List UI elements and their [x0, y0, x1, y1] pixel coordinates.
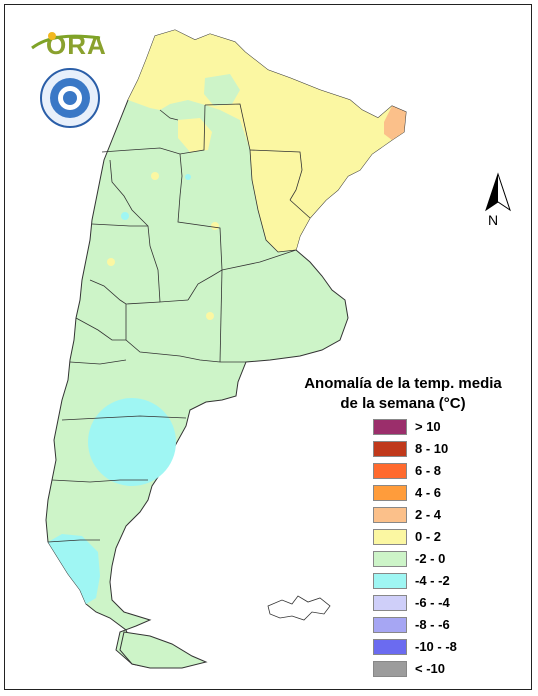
legend-item: 2 - 4	[373, 506, 523, 528]
legend-item: -2 - 0	[373, 550, 523, 572]
legend-label: -4 - -2	[415, 573, 450, 588]
legend-item: -8 - -6	[373, 616, 523, 638]
anomaly-spot	[121, 212, 129, 220]
legend-item: -10 - -8	[373, 638, 523, 660]
anomaly-spot	[151, 172, 159, 180]
legend-swatch	[373, 551, 407, 567]
legend-label: 2 - 4	[415, 507, 442, 522]
north-arrow-icon	[485, 172, 511, 212]
smn-seal-icon	[40, 68, 100, 128]
anomaly-spot	[211, 222, 219, 230]
legend-swatch	[373, 485, 407, 501]
anomaly-spot	[206, 312, 214, 320]
legend-swatch	[373, 441, 407, 457]
legend-label: 6 - 8	[415, 463, 442, 478]
legend-label: -6 - -4	[415, 595, 450, 610]
legend-swatch	[373, 639, 407, 655]
legend-swatch	[373, 573, 407, 589]
legend-label: 4 - 6	[415, 485, 442, 500]
legend-label: -2 - 0	[415, 551, 446, 566]
north-label: N	[488, 212, 499, 228]
anomaly-spot	[107, 258, 115, 266]
legend-item: 0 - 2	[373, 528, 523, 550]
legend-item: 6 - 8	[373, 462, 523, 484]
province-boundaries	[47, 103, 311, 543]
legend-label: -10 - -8	[415, 639, 457, 654]
legend-item: 4 - 6	[373, 484, 523, 506]
islands	[267, 595, 331, 621]
legend-label: > 10	[415, 419, 441, 434]
anomaly-spot	[185, 174, 191, 180]
legend-swatch	[373, 661, 407, 677]
anomaly-zone-green-patch	[204, 74, 240, 106]
legend-item: < -10	[373, 660, 523, 682]
legend-title: Anomalía de la temp. media de la semana …	[290, 374, 516, 414]
legend-swatch	[373, 529, 407, 545]
legend-title-line1: Anomalía de la temp. media	[304, 375, 502, 392]
legend-swatch	[373, 617, 407, 633]
legend-swatch	[373, 463, 407, 479]
anomaly-zone-2-4-misiones	[384, 106, 406, 140]
legend-title-line2: de la semana (°C)	[340, 395, 466, 412]
tierra-del-fuego	[119, 631, 208, 669]
legend-label: 8 - 10	[415, 441, 449, 456]
legend-swatch	[373, 595, 407, 611]
legend-label: 0 - 2	[415, 529, 442, 544]
legend-item: -6 - -4	[373, 594, 523, 616]
legend-swatch	[373, 507, 407, 523]
legend-item: 8 - 10	[373, 440, 523, 462]
ora-swoosh-icon	[31, 32, 101, 50]
legend-label: < -10	[415, 661, 445, 676]
legend-item: > 10	[373, 418, 523, 440]
anomaly-zone-minus4-minus2-south	[48, 534, 100, 604]
legend-swatch	[373, 419, 407, 435]
anomaly-zone-0-2-north	[128, 30, 404, 252]
anomaly-zone-minus4-minus2-central	[88, 398, 176, 486]
anomaly-zone-0-2-patch	[178, 118, 212, 152]
legend-item: -4 - -2	[373, 572, 523, 594]
legend-label: -8 - -6	[415, 617, 450, 632]
legend: > 10 8 - 10 6 - 8 4 - 6 2 - 4 0 - 2 -2 - 0 -4 -…	[373, 418, 523, 682]
